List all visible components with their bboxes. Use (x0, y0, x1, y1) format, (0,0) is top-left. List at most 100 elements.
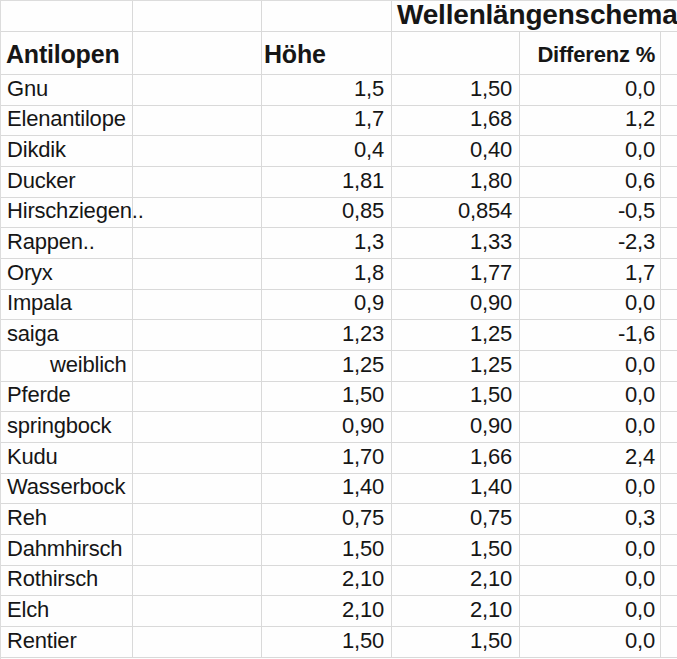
cell-empty[interactable] (661, 596, 677, 627)
cell-schema-value[interactable]: 0,75 (392, 504, 520, 535)
cell-animal-name[interactable]: Rappen.. (1, 228, 133, 259)
cell-empty[interactable] (661, 443, 677, 474)
cell-differenz-value[interactable]: 1,7 (520, 259, 661, 290)
cell-differenz-value[interactable]: 0,0 (520, 290, 661, 321)
cell-schema-value[interactable]: 1,80 (392, 167, 520, 198)
cell-empty[interactable] (661, 474, 677, 505)
cell-empty[interactable] (133, 412, 262, 443)
cell-empty[interactable] (661, 290, 677, 321)
cell-empty[interactable] (661, 412, 677, 443)
cell-empty[interactable] (661, 136, 677, 167)
cell-animal-name[interactable]: Oryx (1, 259, 133, 290)
cell-empty[interactable] (133, 290, 262, 321)
cell-differenz-value[interactable]: -0,5 (520, 198, 661, 229)
cell-animal-name[interactable]: Impala (1, 290, 133, 321)
cell-empty[interactable] (133, 32, 262, 75)
cell-differenz-value[interactable]: 0,3 (520, 504, 661, 535)
cell-animal-name[interactable]: Kudu (1, 443, 133, 474)
cell-empty[interactable] (661, 198, 677, 229)
cell-animal-name[interactable]: Rothirsch (1, 566, 133, 597)
cell-hoehe-value[interactable]: 1,23 (262, 320, 392, 351)
cell-schema-value[interactable]: 0,90 (392, 412, 520, 443)
cell-differenz-value[interactable]: 2,4 (520, 443, 661, 474)
cell-animal-name[interactable]: Ducker (1, 167, 133, 198)
cell-schema-value[interactable]: 0,40 (392, 136, 520, 167)
cell-empty[interactable] (133, 535, 262, 566)
cell-empty[interactable] (133, 596, 262, 627)
cell-empty[interactable] (661, 566, 677, 597)
cell-empty[interactable] (133, 382, 262, 413)
cell-hoehe-value[interactable]: 2,10 (262, 596, 392, 627)
cell-hoehe-value[interactable]: 1,81 (262, 167, 392, 198)
cell-empty[interactable] (133, 75, 262, 106)
cell-animal-name[interactable]: Reh (1, 504, 133, 535)
cell-animal-name[interactable]: Dikdik (1, 136, 133, 167)
cell-hoehe-value[interactable]: 1,25 (262, 351, 392, 382)
cell-schema-value[interactable]: 0,90 (392, 290, 520, 321)
cell-hoehe-value[interactable]: 0,75 (262, 504, 392, 535)
cell-empty[interactable] (133, 566, 262, 597)
cell-hoehe-value[interactable]: 1,7 (262, 106, 392, 137)
cell-hoehe-value[interactable]: 1,8 (262, 259, 392, 290)
cell-animal-name[interactable]: Wasserbock (1, 474, 133, 505)
cell-schema-value[interactable]: 1,40 (392, 474, 520, 505)
cell-hoehe-value[interactable]: 1,3 (262, 228, 392, 259)
cell-schema-value[interactable]: 1,68 (392, 106, 520, 137)
cell-animal-name[interactable]: Pferde (1, 382, 133, 413)
cell-hoehe-value[interactable]: 2,10 (262, 566, 392, 597)
cell-empty[interactable] (661, 627, 677, 658)
cell-animal-name[interactable]: Elch (1, 596, 133, 627)
cell-hoehe-value[interactable]: 1,50 (262, 627, 392, 658)
cell-differenz-value[interactable]: 0,0 (520, 627, 661, 658)
cell-animal-name[interactable]: Rentier (1, 627, 133, 658)
cell-differenz-value[interactable]: 0,0 (520, 136, 661, 167)
cell-empty[interactable] (661, 320, 677, 351)
cell-empty[interactable] (133, 259, 262, 290)
cell-differenz-value[interactable]: 0,0 (520, 351, 661, 382)
cell-empty[interactable] (133, 136, 262, 167)
cell-schema-value[interactable]: 1,33 (392, 228, 520, 259)
cell-schema-value[interactable]: 1,25 (392, 351, 520, 382)
cell-empty[interactable] (392, 32, 520, 75)
cell-empty[interactable] (661, 535, 677, 566)
cell-animal-name[interactable]: Elenantilope (1, 106, 133, 137)
cell-differenz-value[interactable]: 0,0 (520, 412, 661, 443)
cell-schema-value[interactable]: 2,10 (392, 596, 520, 627)
cell-schema-value[interactable]: 1,50 (392, 75, 520, 106)
cell-empty[interactable] (133, 351, 262, 382)
column-header-hoehe[interactable]: Höhe (262, 32, 392, 75)
cell-differenz-value[interactable]: 0,0 (520, 382, 661, 413)
cell-animal-name[interactable]: Dahmhirsch (1, 535, 133, 566)
cell-animal-name[interactable]: weiblich (1, 351, 133, 382)
cell-hoehe-value[interactable]: 1,5 (262, 75, 392, 106)
column-header-differenz[interactable]: Differenz % (520, 32, 661, 75)
cell-hoehe-value[interactable]: 1,40 (262, 474, 392, 505)
cell-schema-value[interactable]: 1,50 (392, 627, 520, 658)
cell-schema-value[interactable]: 1,25 (392, 320, 520, 351)
cell-schema-value[interactable]: 1,50 (392, 535, 520, 566)
cell-empty[interactable] (1, 1, 133, 32)
cell-differenz-value[interactable]: -1,6 (520, 320, 661, 351)
cell-empty[interactable] (133, 228, 262, 259)
cell-empty[interactable] (661, 351, 677, 382)
cell-hoehe-value[interactable]: 0,4 (262, 136, 392, 167)
cell-animal-name[interactable]: saiga (1, 320, 133, 351)
cell-empty[interactable] (133, 443, 262, 474)
cell-empty[interactable] (133, 320, 262, 351)
cell-empty[interactable] (133, 1, 262, 32)
cell-empty[interactable] (661, 504, 677, 535)
cell-hoehe-value[interactable]: 0,90 (262, 412, 392, 443)
cell-differenz-value[interactable]: -2,3 (520, 228, 661, 259)
cell-differenz-value[interactable]: 1,2 (520, 106, 661, 137)
cell-animal-name[interactable]: Gnu (1, 75, 133, 106)
cell-empty[interactable] (133, 167, 262, 198)
cell-schema-value[interactable]: 1,50 (392, 382, 520, 413)
cell-empty[interactable] (661, 75, 677, 106)
cell-schema-value[interactable]: 0,854 (392, 198, 520, 229)
cell-schema-value[interactable]: 1,77 (392, 259, 520, 290)
cell-differenz-value[interactable]: 0,0 (520, 535, 661, 566)
cell-empty[interactable] (661, 106, 677, 137)
cell-empty[interactable] (262, 1, 392, 32)
cell-empty[interactable] (133, 474, 262, 505)
cell-empty[interactable] (661, 167, 677, 198)
